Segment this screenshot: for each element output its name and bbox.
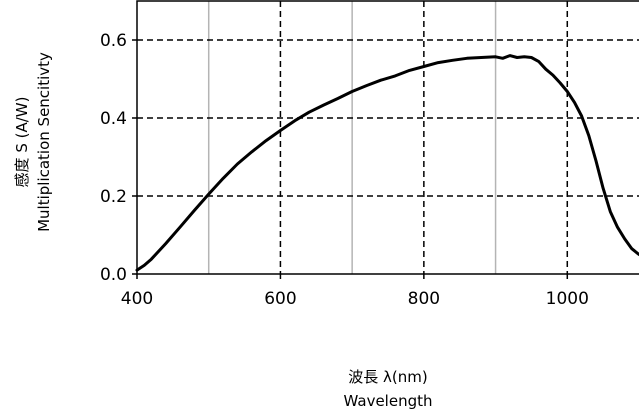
x-tick-label-1000: 1000 [546, 289, 589, 309]
x-axis-ticks: 400 600 800 1000 [121, 274, 589, 309]
y-tick-label-0.4: 0.4 [100, 109, 127, 129]
x-axis-title-ja: 波長 λ(nm) [348, 368, 427, 386]
grid-lines [137, 1, 639, 274]
y-axis-title-ja: 感度 S (A/W) [13, 97, 31, 188]
x-tick-label-800: 800 [408, 289, 440, 309]
y-tick-label-0.6: 0.6 [100, 31, 127, 51]
plot-frame [136, 0, 639, 275]
y-tick-label-0.0: 0.0 [100, 265, 127, 285]
y-axis-ticks: 0.0 0.2 0.4 0.6 [100, 31, 137, 285]
x-axis-title-en: Wavelength [344, 392, 433, 410]
sensitivity-curve [135, 54, 639, 272]
y-axis-title-en: Multiplication Sencitivty [35, 52, 53, 232]
x-tick-label-600: 600 [264, 289, 296, 309]
y-tick-label-0.2: 0.2 [100, 187, 127, 207]
x-tick-label-400: 400 [121, 289, 153, 309]
